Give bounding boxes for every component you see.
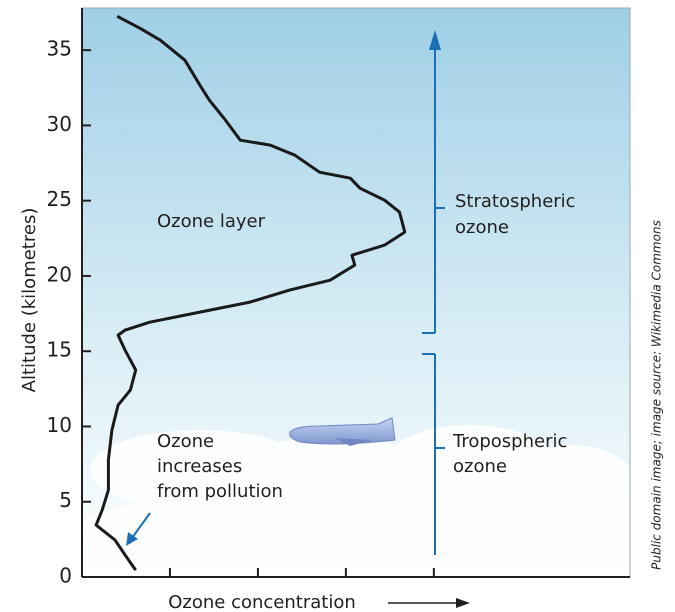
annotation: Ozone layer: [157, 211, 266, 232]
x-label-arrowhead: [456, 598, 470, 608]
ozone-profile: [94, 14, 407, 571]
y-tick-label: 10: [47, 413, 72, 437]
cloud-streaks: [95, 543, 630, 557]
y-tick-label: 0: [59, 564, 72, 588]
annotation: ozone: [453, 456, 507, 477]
airplane: [289, 417, 396, 446]
annotation: from pollution: [157, 481, 283, 502]
y-tick-label: 15: [47, 338, 72, 362]
y-tick-label: 20: [47, 262, 72, 286]
annotation: Ozone: [157, 431, 214, 452]
y-axis-label: Altitude (kilometres): [19, 208, 40, 393]
y-tick-label: 25: [47, 187, 72, 211]
y-tick-label: 5: [59, 488, 72, 512]
troposphere-bracket: [422, 353, 445, 555]
credit: Public domain image; image source: Wikim…: [650, 220, 664, 570]
y-tick-label: 35: [47, 37, 72, 61]
x-axis-label: Ozone concentration: [168, 592, 356, 612]
stratosphere-bracket: [422, 40, 445, 334]
annotation: increases: [157, 456, 242, 477]
pollution-arrow: [131, 512, 151, 539]
annotation: ozone: [455, 217, 509, 238]
pollution-arrowhead: [126, 532, 138, 546]
clouds: [80, 425, 640, 577]
annotation: Tropospheric: [452, 431, 567, 452]
annotation: Stratospheric: [455, 191, 576, 212]
stratosphere-arrow: [429, 30, 441, 50]
y-tick-label: 30: [47, 112, 72, 136]
